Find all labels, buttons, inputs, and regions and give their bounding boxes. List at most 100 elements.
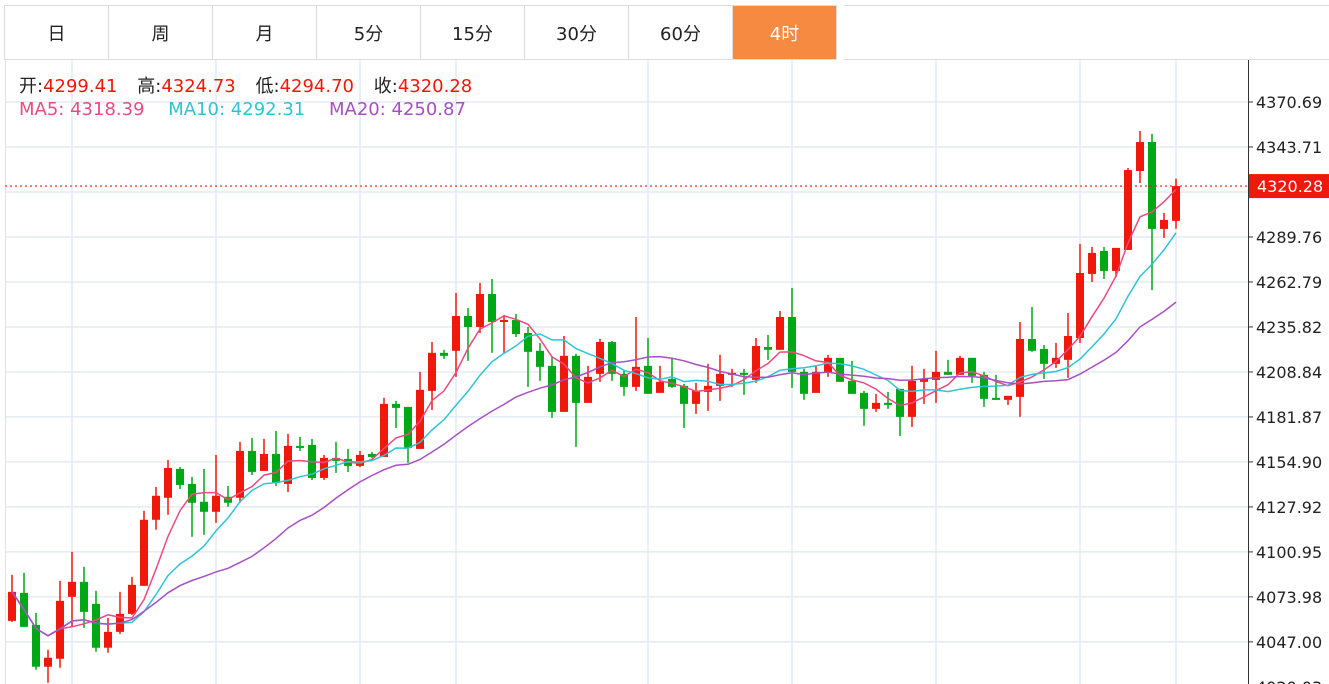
candle <box>80 566 88 628</box>
candle <box>1016 321 1024 417</box>
candle <box>680 383 688 428</box>
candle <box>632 316 640 391</box>
candle-body <box>92 603 100 648</box>
candle-body <box>8 591 16 621</box>
tab-7[interactable]: 4时 <box>733 6 837 59</box>
candle <box>908 365 916 427</box>
candle-body <box>908 380 916 417</box>
tabs-filler <box>844 5 1329 60</box>
candle-body <box>704 385 712 392</box>
y-tick-label: 4262.79 <box>1256 273 1322 292</box>
candle-body <box>800 371 808 394</box>
tab-4[interactable]: 15分 <box>421 6 525 59</box>
candle-body <box>560 355 568 412</box>
candle-body <box>968 357 976 376</box>
candle <box>320 454 328 480</box>
y-tick-label: 4020.03 <box>1256 678 1322 684</box>
candle <box>716 354 724 401</box>
candle <box>380 397 388 457</box>
candle-body <box>164 467 172 498</box>
tab-3[interactable]: 5分 <box>317 6 421 59</box>
candle-body <box>944 371 952 375</box>
candle-body <box>176 468 184 485</box>
candle-body <box>1088 252 1096 274</box>
candle <box>764 334 772 360</box>
candle-body <box>512 319 520 334</box>
candle-body <box>620 373 628 387</box>
candle-body <box>296 445 304 448</box>
candle-body <box>872 402 880 409</box>
candle-body <box>788 316 796 372</box>
candle <box>932 350 940 403</box>
y-axis: 4370.69 4343.71 4289.76 4262.79 4235.82 4208.… <box>1248 93 1322 684</box>
candle-body <box>932 371 940 380</box>
tab-0[interactable]: 日 <box>5 6 109 59</box>
open-label: 开: <box>19 76 44 97</box>
candle-body <box>248 450 256 472</box>
candle <box>44 649 52 683</box>
y-tick-label: 4127.92 <box>1256 498 1322 517</box>
candle <box>836 357 844 382</box>
candle <box>920 368 928 404</box>
candle-body <box>1076 272 1084 338</box>
grid <box>5 60 1248 684</box>
candle-body <box>680 385 688 404</box>
candle <box>1160 212 1168 238</box>
candle <box>104 617 112 653</box>
candle-body <box>500 319 508 322</box>
candle-body <box>56 600 64 659</box>
candle <box>200 468 208 535</box>
candle <box>1004 395 1012 405</box>
candle <box>692 382 700 414</box>
candle-body <box>380 403 388 457</box>
candle <box>440 349 448 359</box>
close-label: 收: <box>373 76 398 97</box>
candle-body <box>692 390 700 404</box>
tab-2[interactable]: 月 <box>213 6 317 59</box>
candle-body <box>200 501 208 512</box>
candle-body <box>236 450 244 498</box>
candle <box>752 337 760 383</box>
candle <box>176 466 184 489</box>
candle-body <box>884 402 892 405</box>
candle <box>8 574 16 622</box>
candle-body <box>632 366 640 387</box>
candle-body <box>824 357 832 373</box>
candle <box>476 282 484 333</box>
candle <box>884 391 892 409</box>
candle <box>116 591 124 634</box>
candle <box>740 368 748 395</box>
candle <box>452 292 460 377</box>
open-value: 4299.41 <box>43 76 118 97</box>
candle-body <box>920 378 928 382</box>
y-tick-label: 4343.71 <box>1256 138 1322 157</box>
candle-body <box>188 483 196 503</box>
candle <box>1076 243 1084 343</box>
candle-body <box>284 445 292 484</box>
ma20-legend: MA20: 4250.87 <box>328 99 466 120</box>
tab-1[interactable]: 周 <box>109 6 213 59</box>
candle-body <box>404 406 412 448</box>
candle-body <box>716 373 724 386</box>
y-tick-label: 4154.90 <box>1256 453 1322 472</box>
candle-body <box>1040 348 1048 364</box>
y-tick-label: 4100.95 <box>1256 543 1322 562</box>
candle-body <box>956 357 964 375</box>
candle <box>824 354 832 377</box>
tab-6[interactable]: 60分 <box>629 6 733 59</box>
candle-body <box>476 293 484 327</box>
ma5-legend: MA5: 4318.39 <box>19 99 145 120</box>
high-label: 高: <box>137 76 162 97</box>
tab-5[interactable]: 30分 <box>525 6 629 59</box>
candle <box>944 359 952 375</box>
candle-body <box>1172 186 1180 221</box>
candle <box>992 374 1000 400</box>
candle <box>548 356 556 418</box>
candle <box>860 390 868 426</box>
candle <box>248 437 256 475</box>
candle-body <box>1028 338 1036 351</box>
candle-body <box>752 345 760 380</box>
candle-body <box>644 365 652 394</box>
candle <box>812 365 820 393</box>
